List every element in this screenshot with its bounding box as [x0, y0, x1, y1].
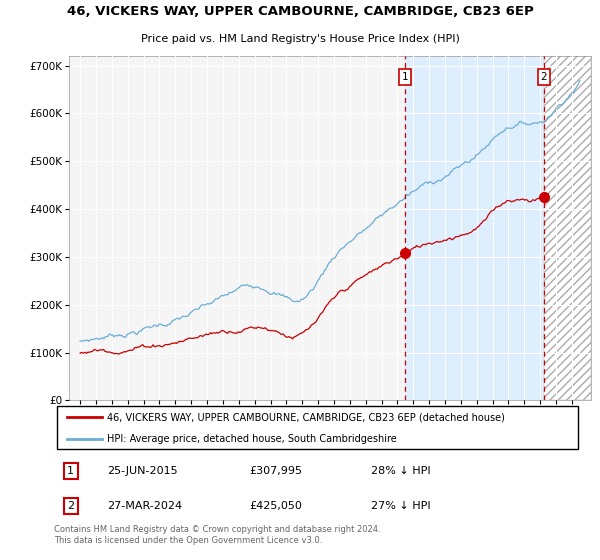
Text: Contains HM Land Registry data © Crown copyright and database right 2024.
This d: Contains HM Land Registry data © Crown c… — [54, 525, 380, 545]
Text: 25-JUN-2015: 25-JUN-2015 — [107, 466, 178, 476]
Text: 28% ↓ HPI: 28% ↓ HPI — [371, 466, 430, 476]
Text: 46, VICKERS WAY, UPPER CAMBOURNE, CAMBRIDGE, CB23 6EP (detached house): 46, VICKERS WAY, UPPER CAMBOURNE, CAMBRI… — [107, 412, 505, 422]
Text: 46, VICKERS WAY, UPPER CAMBOURNE, CAMBRIDGE, CB23 6EP: 46, VICKERS WAY, UPPER CAMBOURNE, CAMBRI… — [67, 5, 533, 18]
Bar — [544, 56, 591, 400]
Text: £307,995: £307,995 — [250, 466, 302, 476]
Text: 2: 2 — [67, 501, 74, 511]
Text: 1: 1 — [67, 466, 74, 476]
Bar — [544, 56, 591, 400]
Text: 2: 2 — [541, 72, 547, 82]
Text: £425,050: £425,050 — [250, 501, 302, 511]
Bar — [405, 56, 544, 400]
Text: 1: 1 — [402, 72, 409, 82]
FancyBboxPatch shape — [56, 406, 578, 450]
Text: HPI: Average price, detached house, South Cambridgeshire: HPI: Average price, detached house, Sout… — [107, 435, 397, 444]
Text: Price paid vs. HM Land Registry's House Price Index (HPI): Price paid vs. HM Land Registry's House … — [140, 34, 460, 44]
Text: 27-MAR-2024: 27-MAR-2024 — [107, 501, 182, 511]
Text: 27% ↓ HPI: 27% ↓ HPI — [371, 501, 430, 511]
